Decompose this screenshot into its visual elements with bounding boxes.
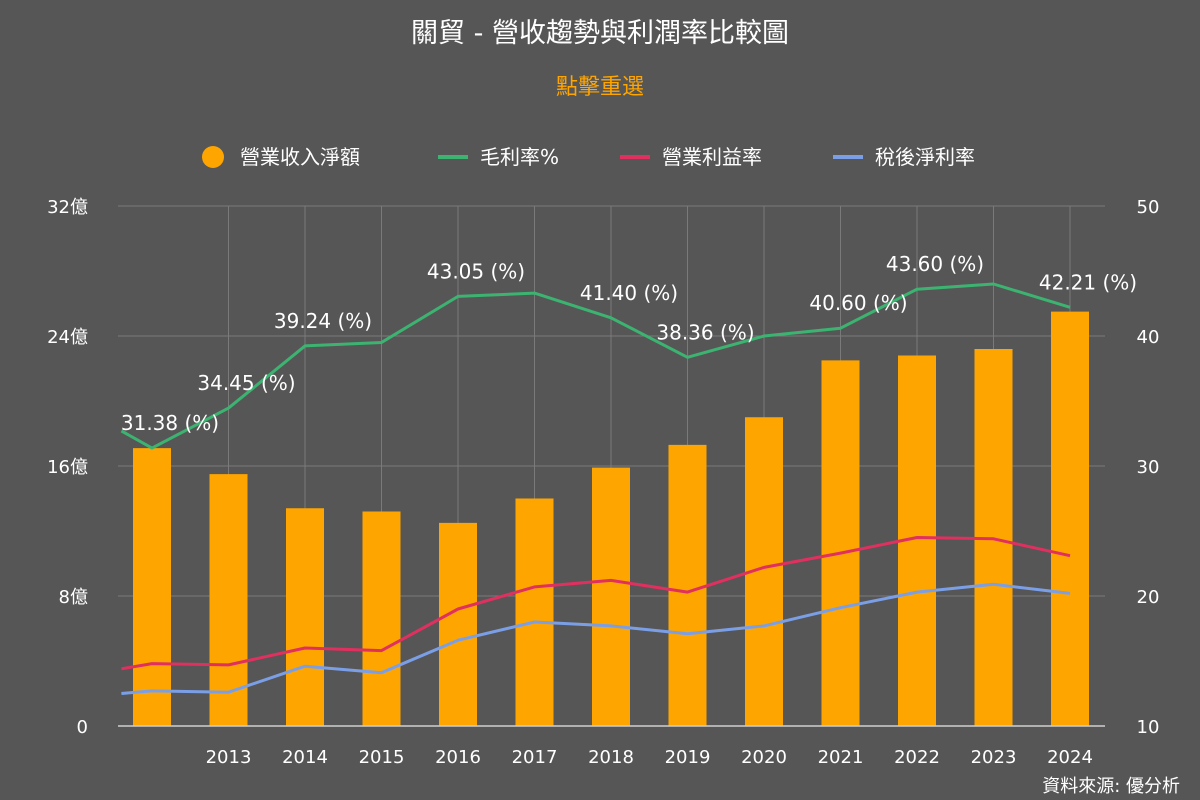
- revenue-bar: [362, 511, 401, 726]
- legend-item[interactable]: 毛利率%: [438, 145, 559, 169]
- gross-margin-label: 43.60 (%): [886, 252, 984, 276]
- right-tick-label: 50: [1137, 197, 1160, 218]
- line-稅後淨利率: [121, 582, 1071, 695]
- left-tick-label: 16億: [47, 457, 88, 478]
- x-tick-label: 2019: [665, 747, 711, 768]
- data-labels: 31.38 (%) 34.45 (%) 39.24 (%) 43.05 (%) 41.4…: [121, 252, 1137, 435]
- gross-margin-label: 41.40 (%): [580, 281, 678, 305]
- revenue-bar: [821, 360, 860, 726]
- legend-label: 營業利益率: [662, 145, 762, 169]
- revenue-bar: [592, 467, 630, 726]
- revenue-bar: [286, 508, 324, 726]
- revenue-bar: [209, 474, 248, 726]
- left-tick-label: 8億: [59, 587, 88, 608]
- legend-label: 毛利率%: [480, 145, 559, 169]
- line-營業利益率: [121, 536, 1071, 671]
- x-tick-label: 2023: [971, 747, 1017, 768]
- legend-item[interactable]: 稅後淨利率: [833, 145, 975, 169]
- right-tick-label: 30: [1137, 457, 1160, 478]
- legend-label: 營業收入淨額: [240, 145, 360, 169]
- legend-label: 稅後淨利率: [875, 145, 975, 169]
- chart-title: 關貿 - 營收趨勢與利潤率比較圖: [411, 18, 789, 49]
- revenue-bar: [668, 444, 707, 726]
- gross-margin-label: 42.21 (%): [1039, 270, 1137, 294]
- gross-margin-label: 40.60 (%): [809, 291, 907, 315]
- x-tick-label: 2021: [818, 747, 864, 768]
- left-tick-label: 0: [77, 717, 88, 738]
- x-tick-label: 2015: [359, 747, 405, 768]
- x-tick-label: 2020: [741, 747, 787, 768]
- left-tick-label: 24億: [47, 327, 88, 348]
- revenue-bar: [133, 448, 171, 726]
- legend: 營業收入淨額 毛利率% 營業利益率 稅後淨利率: [202, 145, 975, 169]
- right-tick-label: 40: [1137, 327, 1160, 348]
- legend-marker: [202, 146, 224, 168]
- revenue-bar: [1051, 311, 1089, 726]
- x-tick-label: 2016: [435, 747, 481, 768]
- reselect-link[interactable]: 點擊重選: [556, 75, 644, 100]
- bar-series: [133, 311, 1089, 726]
- left-tick-label: 32億: [47, 197, 88, 218]
- x-tick-label: 2018: [588, 747, 634, 768]
- line-series: [120, 282, 1071, 695]
- gross-margin-label: 38.36 (%): [656, 320, 754, 344]
- source-note: 資料來源: 優分析: [1042, 776, 1180, 797]
- x-tick-label: 2014: [282, 747, 328, 768]
- right-tick-label: 20: [1137, 587, 1160, 608]
- revenue-bar: [439, 522, 477, 726]
- legend-item[interactable]: 營業收入淨額: [202, 145, 360, 169]
- legend-item[interactable]: 營業利益率: [620, 145, 762, 169]
- x-tick-label: 2013: [206, 747, 252, 768]
- gross-margin-label: 43.05 (%): [427, 259, 525, 283]
- gross-margin-label: 39.24 (%): [274, 309, 372, 333]
- gross-margin-label: 31.38 (%): [121, 411, 219, 435]
- right-tick-label: 10: [1137, 717, 1160, 738]
- axes: 0 8億 16億 24億 32億 10 20 30 40 50 2013 2014 2015 2016 20…: [47, 197, 1159, 768]
- gross-margin-label: 34.45 (%): [197, 371, 295, 395]
- x-tick-label: 2022: [894, 747, 940, 768]
- x-tick-label: 2024: [1047, 747, 1093, 768]
- line-毛利率%: [120, 282, 1071, 450]
- x-tick-label: 2017: [512, 747, 558, 768]
- revenue-bar: [515, 498, 554, 726]
